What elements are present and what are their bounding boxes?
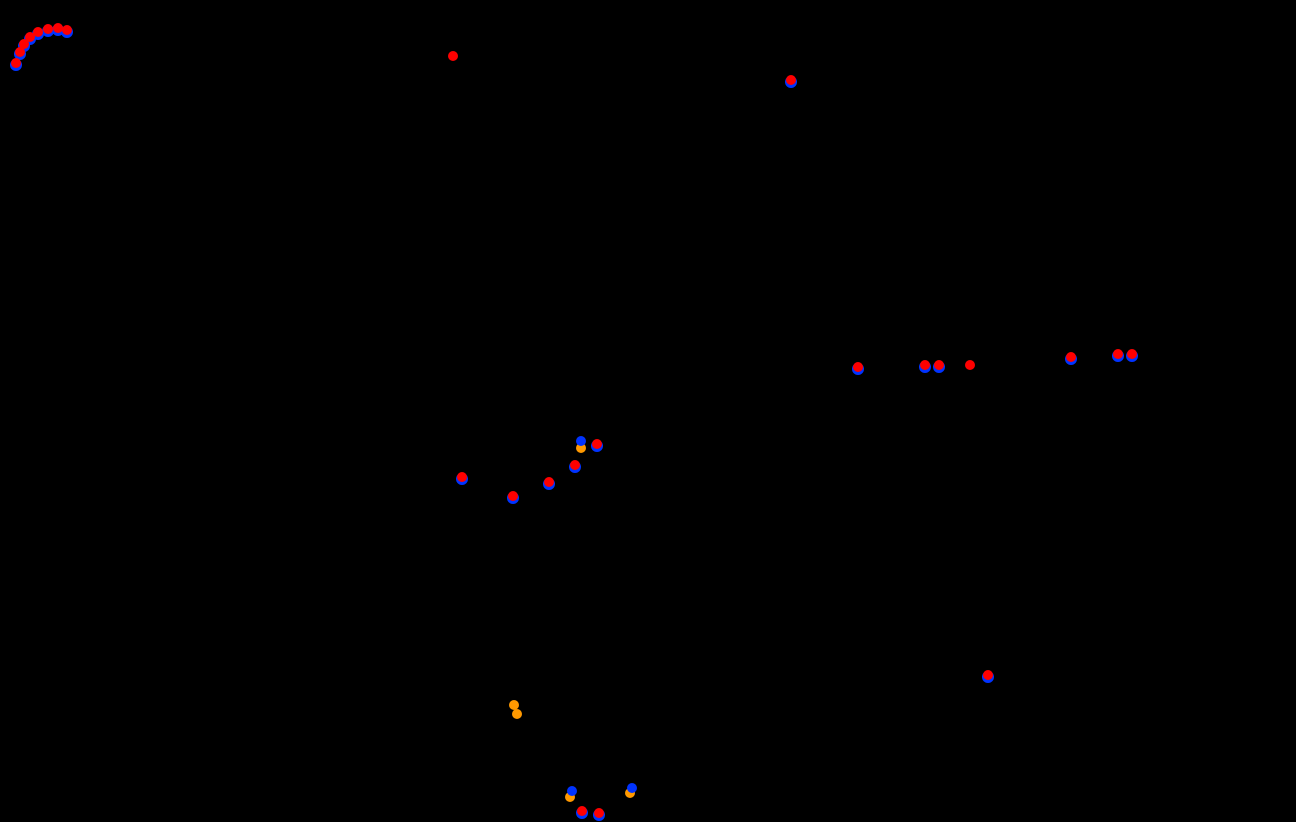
- scatter-point: [512, 709, 522, 719]
- scatter-point: [448, 51, 458, 61]
- scatter-point: [1127, 349, 1137, 359]
- scatter-point: [1066, 352, 1076, 362]
- scatter-point: [11, 58, 21, 68]
- scatter-point: [570, 460, 580, 470]
- scatter-point: [786, 75, 796, 85]
- scatter-point: [43, 24, 53, 34]
- scatter-point: [594, 808, 604, 818]
- scatter-point: [457, 472, 467, 482]
- scatter-point: [920, 360, 930, 370]
- scatter-point: [62, 25, 72, 35]
- scatter-point: [544, 477, 554, 487]
- scatter-point: [576, 436, 586, 446]
- scatter-point: [934, 360, 944, 370]
- scatter-point: [853, 362, 863, 372]
- scatter-point: [1113, 349, 1123, 359]
- scatter-point: [567, 786, 577, 796]
- scatter-point: [627, 783, 637, 793]
- scatter-point: [577, 806, 587, 816]
- scatter-chart: [0, 0, 1296, 822]
- scatter-point: [592, 439, 602, 449]
- scatter-point: [33, 27, 43, 37]
- scatter-point: [508, 491, 518, 501]
- scatter-point: [965, 360, 975, 370]
- scatter-point: [983, 670, 993, 680]
